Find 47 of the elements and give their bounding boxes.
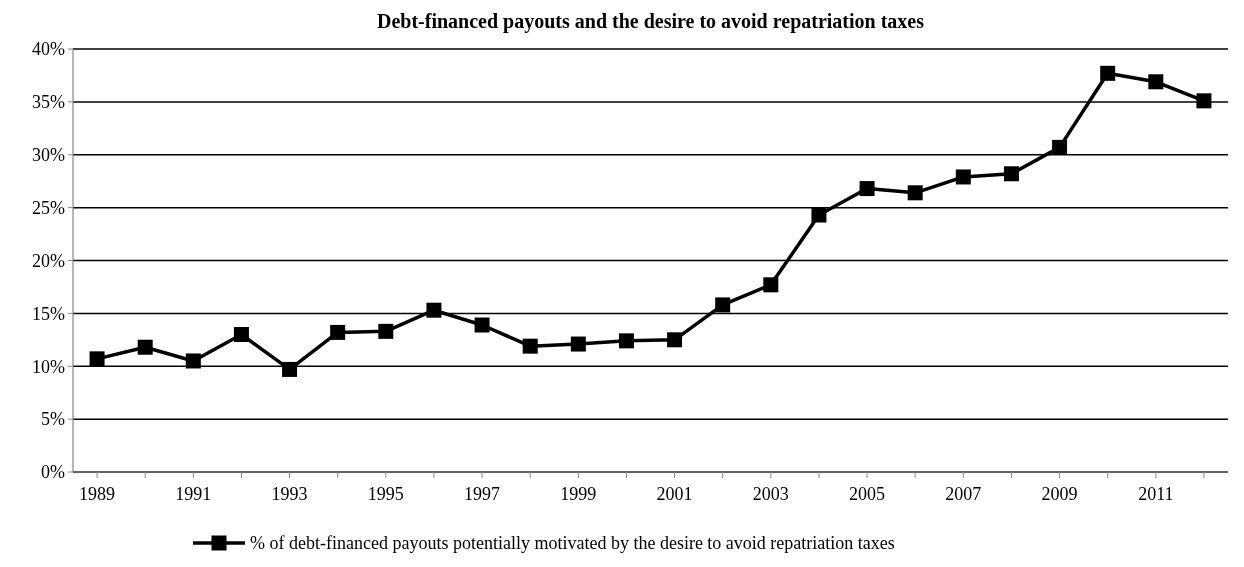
x-tick-label: 2001 [656,484,693,504]
point [811,207,827,223]
x-tick-label: 2007 [945,484,982,504]
x-tick-label: 2009 [1041,484,1078,504]
point [907,185,923,201]
point [378,323,394,339]
point [89,351,105,367]
y-tick-label: 10% [32,356,65,377]
x-tick-label: 1989 [79,484,116,504]
x-tick-label: 2003 [752,484,789,504]
x-tick-label: 1991 [175,484,212,504]
point [474,317,490,333]
point [763,277,779,293]
x-tick-label: 1993 [271,484,308,504]
y-tick-label: 30% [32,145,65,166]
point [282,361,298,377]
x-tick-label: 1997 [464,484,501,504]
y-tick-label: 40% [32,39,65,60]
point [955,169,971,185]
point [859,181,875,197]
point [715,297,731,313]
legend-label: % of debt-financed payouts potentially motivated by the desire to avoid repatriation taxes [250,533,895,554]
y-tick-label: 0% [41,462,65,483]
point [570,336,586,352]
point [137,339,153,355]
point [522,338,538,354]
point [1003,166,1019,182]
point [618,333,634,349]
y-tick-label: 5% [41,409,65,430]
point [1148,74,1164,90]
y-tick-label: 35% [32,92,65,113]
point [185,353,201,369]
x-tick-label: 1999 [560,484,597,504]
y-tick-label: 15% [32,303,65,324]
x-tick-label: 2005 [849,484,886,504]
point [330,324,346,340]
y-tick-label: 25% [32,197,65,218]
point [1100,65,1116,81]
point [1052,139,1068,155]
x-tick-label: 1995 [367,484,404,504]
chart-title: Debt-financed payouts and the desire to avoid repatriation taxes [376,10,925,33]
y-tick-label: 20% [32,250,65,271]
point [233,327,249,343]
point [1196,93,1212,109]
x-tick-label: 2011 [1138,484,1174,504]
point [667,332,683,348]
point [426,302,442,318]
